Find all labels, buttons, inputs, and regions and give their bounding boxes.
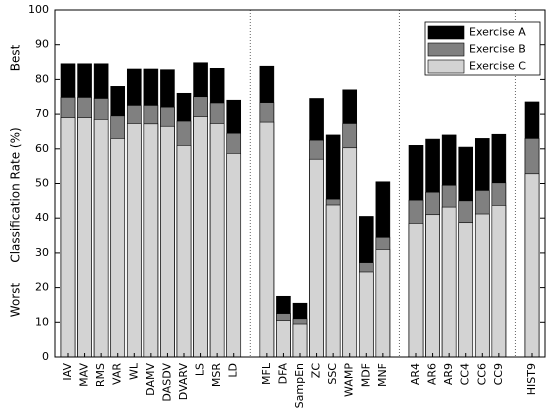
y-tick-label: 0 — [42, 350, 49, 363]
bar — [77, 117, 92, 358]
y-tick-label: 70 — [35, 107, 49, 120]
x-tick-label: HIST9 — [525, 363, 538, 395]
plot-frame — [54, 9, 546, 358]
bar — [342, 147, 358, 358]
x-tick-label: DFA — [276, 363, 289, 385]
bar — [93, 119, 109, 358]
x-tick-label: WL — [127, 362, 140, 380]
bar — [226, 153, 242, 358]
x-tick-label: MFL — [260, 362, 273, 385]
bar — [292, 323, 308, 358]
x-tick-label: ZC — [310, 363, 323, 379]
bar — [193, 116, 208, 358]
bar — [458, 222, 474, 358]
x-tick-label: CC9 — [492, 363, 505, 385]
x-tick-label: MDF — [359, 363, 372, 387]
x-tick-label: SampEn — [293, 363, 306, 408]
legend-swatch — [427, 59, 465, 74]
x-tick-label: DAMV — [144, 363, 157, 396]
y-axis-label: Classification Rate (%) — [9, 127, 23, 262]
bar — [276, 320, 291, 358]
bar — [325, 204, 341, 358]
legend-swatch — [427, 25, 465, 40]
x-tick-label: WAMP — [343, 363, 356, 397]
worst-annotation: Worst — [9, 283, 23, 318]
bar — [309, 158, 324, 358]
bar — [358, 271, 374, 358]
x-tick-label: DVARV — [177, 363, 190, 401]
y-tick-label: 80 — [35, 72, 49, 85]
bar — [441, 206, 457, 358]
bar — [524, 173, 540, 358]
legend-label: Exercise A — [469, 26, 526, 39]
x-tick-label: RMS — [94, 363, 107, 387]
bar — [60, 117, 76, 358]
legend: Exercise A Exercise B Exercise C — [424, 21, 541, 76]
x-tick-label: LS — [194, 363, 207, 376]
x-tick-label: AR4 — [409, 363, 422, 385]
x-tick-label: MSR — [210, 363, 223, 387]
x-tick-label: DASDV — [160, 363, 173, 402]
y-tick-label: 60 — [35, 142, 49, 155]
y-tick-label: 90 — [35, 38, 49, 51]
bar — [474, 213, 490, 358]
bar — [176, 145, 192, 358]
x-tick-label: IAV — [61, 363, 74, 381]
y-tick-label: 40 — [35, 211, 49, 224]
bar — [160, 125, 175, 358]
x-tick-label: AR9 — [442, 363, 455, 385]
bar — [425, 214, 440, 358]
y-tick-label: 10 — [35, 315, 49, 328]
x-tick-label: AR6 — [426, 363, 439, 385]
bar — [209, 123, 225, 358]
x-tick-label: MAV — [78, 363, 91, 387]
x-tick-label: LD — [227, 363, 240, 378]
bar — [408, 223, 424, 358]
legend-swatch — [427, 42, 465, 57]
bar — [126, 123, 142, 358]
bar — [259, 121, 275, 358]
bar — [375, 249, 391, 358]
y-tick-label: 20 — [35, 281, 49, 294]
bar — [110, 138, 126, 358]
x-tick-label: VAR — [111, 363, 124, 385]
bar — [143, 123, 159, 358]
legend-label: Exercise B — [469, 43, 526, 56]
legend-label: Exercise C — [469, 60, 526, 73]
bar — [491, 205, 507, 358]
y-tick-label: 50 — [35, 177, 49, 190]
x-tick-label: CC6 — [475, 363, 488, 385]
best-annotation: Best — [9, 44, 23, 71]
x-tick-label: SSC — [326, 363, 339, 385]
y-tick-label: 100 — [28, 3, 49, 16]
x-tick-label: CC4 — [459, 363, 472, 385]
x-tick-label: MNF — [376, 363, 389, 387]
y-tick-label: 30 — [35, 246, 49, 259]
